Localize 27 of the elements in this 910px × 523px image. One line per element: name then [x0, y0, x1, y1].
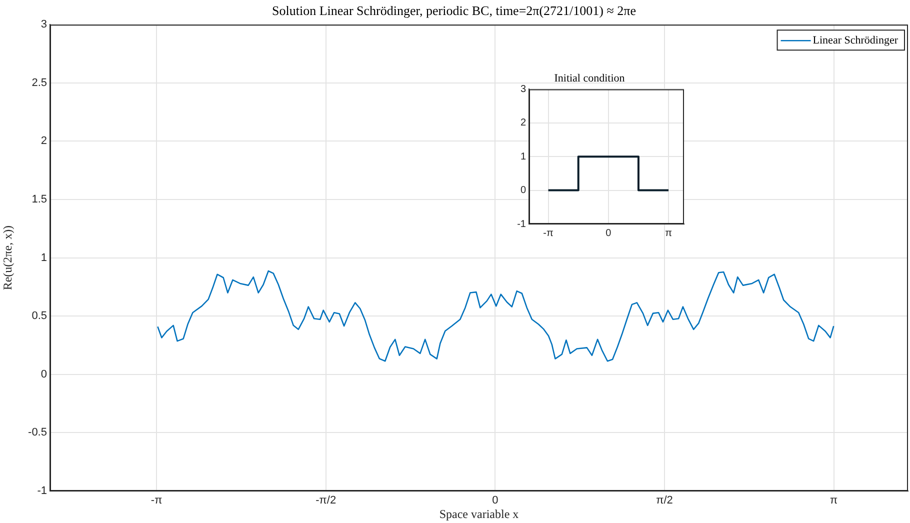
y-tick-label: -0.5 — [28, 426, 47, 439]
chart-title: Initial condition — [554, 72, 626, 84]
x-tick-label: -π — [543, 228, 554, 239]
y-tick-label: 2 — [40, 135, 47, 148]
y-tick-label: 0 — [520, 185, 526, 196]
y-tick-label: 3 — [520, 84, 526, 95]
y-tick-label: 0.5 — [32, 310, 47, 322]
x-tick-label: 0 — [606, 228, 612, 239]
y-tick-label: -1 — [37, 485, 47, 498]
y-tick-label: 1 — [520, 151, 526, 162]
x-tick-label: -π/2 — [316, 494, 336, 507]
x-tick-label: 0 — [492, 494, 498, 507]
x-tick-label: π/2 — [656, 494, 673, 507]
y-axis-title: Re(u(2πe, x)) — [0, 225, 14, 290]
x-axis-title: Space variable x — [439, 506, 519, 521]
x-tick-label: π — [830, 494, 838, 507]
y-tick-label: -1 — [517, 218, 526, 230]
y-tick-label: 3 — [40, 18, 47, 31]
x-tick-label: π — [665, 228, 672, 239]
x-tick-label: -π — [150, 494, 163, 507]
y-tick-label: 1 — [40, 252, 47, 264]
y-tick-label: 0 — [40, 368, 47, 380]
y-tick-label: 2.5 — [32, 76, 47, 89]
legend-label: Linear Schrödinger — [812, 34, 898, 46]
y-tick-label: 2 — [520, 118, 526, 129]
chart-title: Solution Linear Schrödinger, periodic BC, time=2π(2721/1001) ≈ 2πe — [272, 3, 636, 18]
y-tick-label: 1.5 — [32, 194, 47, 206]
